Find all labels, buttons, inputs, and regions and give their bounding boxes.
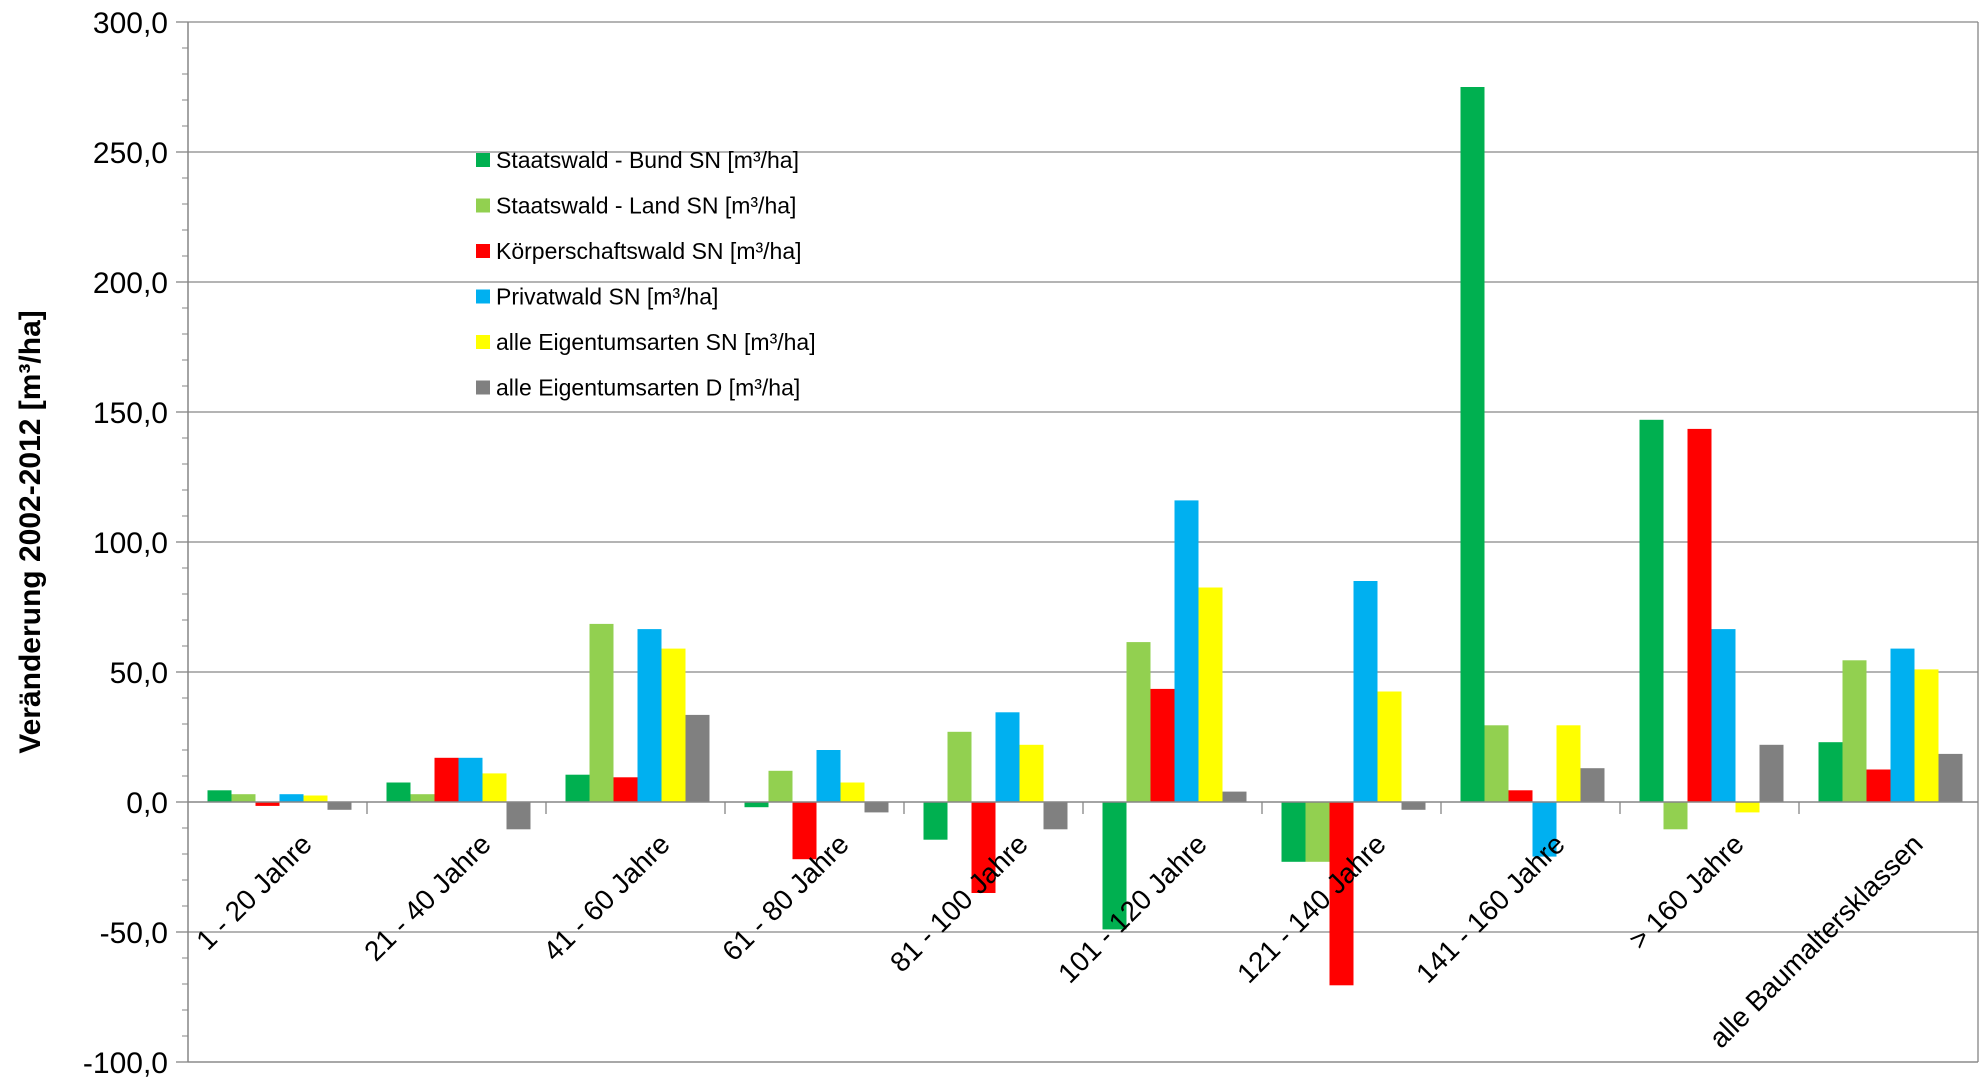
bar	[1150, 688, 1175, 802]
bar	[768, 770, 793, 802]
legend-label: Privatwald SN [m³/ha]	[496, 284, 718, 310]
legend-label: Staatswald - Land SN [m³/ha]	[496, 193, 796, 219]
bar	[1174, 500, 1199, 802]
bar	[1198, 587, 1223, 802]
x-category-label: 1 - 20 Jahre	[190, 828, 318, 956]
bar	[1281, 802, 1306, 862]
bar	[410, 794, 435, 802]
bar	[1759, 744, 1784, 802]
bar	[1735, 802, 1760, 813]
bar	[1580, 768, 1605, 802]
x-category-label: 21 - 40 Jahre	[358, 828, 497, 967]
legend-swatch	[476, 289, 490, 304]
bar	[1508, 790, 1533, 802]
bar	[482, 773, 507, 802]
x-category-label: 101 - 120 Jahre	[1052, 828, 1213, 989]
bars	[207, 87, 1963, 986]
bar	[1329, 802, 1354, 986]
bar	[1914, 669, 1939, 802]
y-tick-label: -100,0	[83, 1047, 168, 1080]
bar	[1890, 648, 1915, 802]
bar	[1866, 769, 1891, 802]
bar	[207, 790, 232, 802]
bar	[1711, 629, 1736, 802]
bar	[1687, 428, 1712, 802]
legend-swatch	[476, 244, 490, 258]
bar	[1222, 791, 1247, 802]
bar	[840, 782, 865, 802]
bar	[1663, 802, 1688, 830]
bar	[947, 731, 972, 802]
bar	[1126, 642, 1151, 802]
x-category-label: > 160 Jahre	[1623, 828, 1750, 955]
bar	[637, 629, 662, 802]
bar	[255, 802, 280, 806]
y-tick-label: 50,0	[110, 657, 168, 690]
bar	[589, 623, 614, 802]
bar	[327, 802, 352, 810]
y-tick-label: 150,0	[93, 397, 168, 430]
legend-swatch	[476, 335, 490, 349]
bar	[1043, 802, 1068, 830]
legend-label: Staatswald - Bund SN [m³/ha]	[496, 147, 799, 173]
bar	[1460, 87, 1485, 802]
legend-label: Körperschaftswald SN [m³/ha]	[496, 238, 802, 264]
bar	[1818, 742, 1843, 802]
bar	[613, 777, 638, 802]
legend-label: alle Eigentumsarten D [m³/ha]	[496, 375, 800, 401]
bar	[661, 648, 686, 802]
bar	[1401, 802, 1426, 810]
y-tick-label: 100,0	[93, 527, 168, 560]
bar	[864, 802, 889, 813]
legend-swatch	[476, 153, 490, 167]
bar	[458, 757, 483, 802]
y-tick-label: 300,0	[93, 7, 168, 40]
y-tick-label: 250,0	[93, 137, 168, 170]
x-category-label: 81 - 100 Jahre	[884, 828, 1034, 978]
x-category-label: 141 - 160 Jahre	[1410, 828, 1571, 989]
bar	[565, 774, 590, 802]
bar	[303, 795, 328, 802]
bar	[231, 794, 256, 802]
y-tick-label: 200,0	[93, 267, 168, 300]
x-category-label: 61 - 80 Jahre	[716, 828, 855, 967]
bar	[971, 802, 996, 893]
bar	[744, 802, 769, 808]
bar	[1019, 744, 1044, 802]
bar	[506, 802, 531, 830]
legend-label: alle Eigentumsarten SN [m³/ha]	[496, 329, 816, 355]
axes	[176, 21, 1979, 1063]
bar	[1842, 660, 1867, 802]
gridlines	[188, 21, 1978, 1063]
y-axis-title: Veränderung 2002-2012 [m³/ha]	[14, 310, 47, 754]
bar	[685, 714, 710, 802]
y-tick-label: -50,0	[100, 917, 168, 950]
bar	[434, 757, 459, 802]
bar	[923, 802, 948, 840]
bar	[386, 782, 411, 802]
bar	[279, 794, 304, 802]
bar	[995, 712, 1020, 802]
x-category-label: 41 - 60 Jahre	[537, 828, 676, 967]
bar	[1639, 419, 1664, 802]
bar	[1484, 725, 1509, 802]
bar	[1102, 802, 1127, 930]
bar	[816, 750, 841, 802]
bar	[792, 802, 817, 860]
legend-swatch	[476, 198, 490, 213]
bar	[1377, 691, 1402, 802]
bar	[1556, 725, 1581, 802]
bar	[1532, 802, 1557, 857]
bar	[1938, 753, 1963, 802]
y-tick-label: 0,0	[126, 787, 168, 820]
bar	[1305, 802, 1330, 862]
bar	[1353, 581, 1378, 802]
legend-swatch	[476, 380, 490, 395]
legend: Staatswald - Bund SN [m³/ha] Staatswald -…	[476, 147, 816, 401]
